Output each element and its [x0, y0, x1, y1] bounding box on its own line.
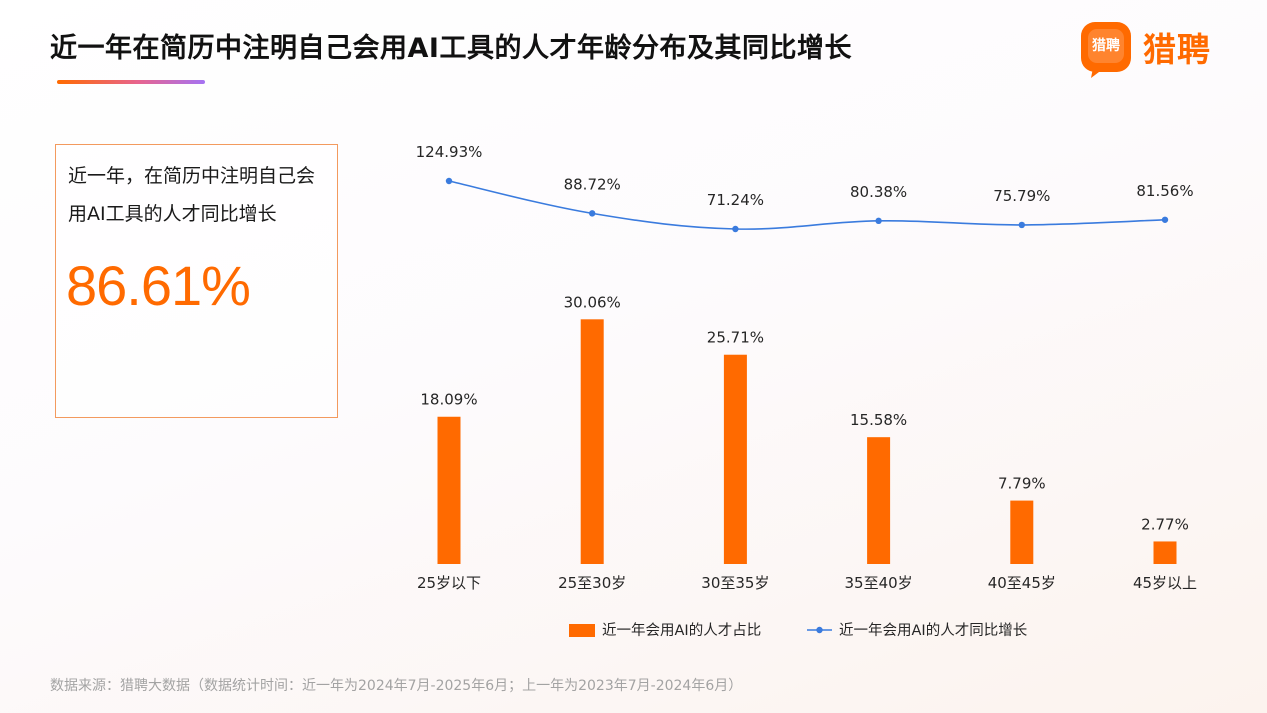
legend-bar-label: 近一年会用AI的人才占比: [602, 622, 761, 639]
category-label: 25至30岁: [558, 574, 626, 592]
legend-bar-swatch: [569, 624, 595, 637]
growth-point: [732, 225, 739, 233]
growth-point: [1161, 216, 1169, 223]
growth-value-label: 71.24%: [707, 191, 764, 209]
page-title: 近一年在简历中注明自己会用AI工具的人才年龄分布及其同比增长: [50, 33, 852, 64]
growth-value-label: 80.38%: [850, 183, 907, 201]
bar-value-label: 7.79%: [998, 475, 1046, 493]
source-note: 数据来源：猎聘大数据（数据统计时间：近一年为2024年7月-2025年6月；上一…: [50, 678, 743, 694]
bar-value-label: 2.77%: [1141, 515, 1189, 533]
title-underline: [57, 80, 205, 84]
growth-point: [1018, 221, 1025, 229]
bar: [867, 437, 891, 564]
stat-value: 86.61%: [66, 254, 251, 317]
legend-line-marker: [816, 626, 823, 634]
brand-logo: 猎聘 猎聘: [1081, 22, 1211, 78]
growth-value-label: 81.56%: [1136, 182, 1193, 200]
legend-line-label: 近一年会用AI的人才同比增长: [839, 622, 1028, 639]
category-label: 40至45岁: [988, 574, 1056, 592]
category-label: 35至40岁: [845, 574, 913, 592]
bar-line-chart: 18.09% 25岁以下 30.06% 25至30岁 25.71% 30至35岁 15.58…: [416, 143, 1197, 639]
bar-value-label: 30.06%: [564, 293, 621, 311]
logo-badge-text: 猎聘: [1092, 38, 1120, 54]
speech-bubble-icon: 猎聘: [1081, 22, 1131, 78]
growth-point: [589, 210, 596, 217]
bar-value-label: 18.09%: [420, 391, 477, 409]
growth-line: [448, 180, 1166, 230]
stat-label: 近一年，在简历中注明自己会用AI工具的人才同比增长: [68, 165, 316, 225]
growth-point: [875, 217, 882, 225]
growth-point: [445, 177, 453, 185]
stat-card: 近一年，在简历中注明自己会用AI工具的人才同比增长 86.61%: [55, 144, 338, 418]
category-label: 45岁以上: [1133, 574, 1197, 592]
bar: [580, 319, 604, 564]
bar: [437, 416, 461, 564]
logo-text: 猎聘: [1143, 30, 1211, 69]
bar-value-label: 15.58%: [850, 411, 907, 429]
bar: [1153, 541, 1177, 564]
bar: [723, 354, 747, 564]
category-label: 30至35岁: [701, 574, 769, 592]
growth-value-label: 88.72%: [564, 175, 621, 193]
category-label: 25岁以下: [417, 574, 481, 592]
growth-value-label: 75.79%: [993, 187, 1050, 205]
bar: [1010, 500, 1034, 564]
bar-value-label: 25.71%: [707, 329, 764, 347]
growth-value-label: 124.93%: [416, 143, 483, 161]
